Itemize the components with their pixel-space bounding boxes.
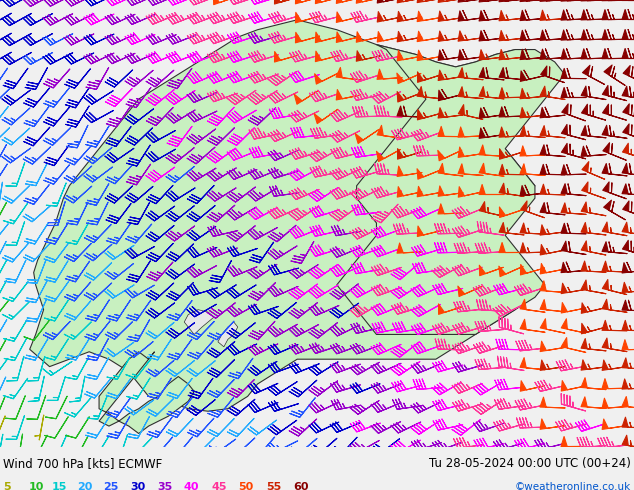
Text: 60: 60 — [294, 482, 309, 490]
Text: 5: 5 — [3, 482, 11, 490]
Text: ©weatheronline.co.uk: ©weatheronline.co.uk — [515, 482, 631, 490]
Polygon shape — [218, 322, 238, 347]
Text: Tu 28-05-2024 00:00 UTC (00+24): Tu 28-05-2024 00:00 UTC (00+24) — [429, 457, 631, 470]
Text: 10: 10 — [29, 482, 44, 490]
Polygon shape — [99, 352, 194, 434]
Text: Wind 700 hPa [kts] ECMWF: Wind 700 hPa [kts] ECMWF — [3, 457, 162, 470]
Text: 30: 30 — [130, 482, 145, 490]
Text: 25: 25 — [103, 482, 119, 490]
Text: 55: 55 — [266, 482, 281, 490]
Text: 35: 35 — [157, 482, 172, 490]
Text: 15: 15 — [52, 482, 67, 490]
Polygon shape — [337, 45, 565, 335]
Text: 20: 20 — [77, 482, 93, 490]
Text: 40: 40 — [184, 482, 199, 490]
Text: 45: 45 — [211, 482, 226, 490]
Text: 50: 50 — [238, 482, 254, 490]
Polygon shape — [184, 310, 214, 335]
Polygon shape — [30, 20, 535, 411]
